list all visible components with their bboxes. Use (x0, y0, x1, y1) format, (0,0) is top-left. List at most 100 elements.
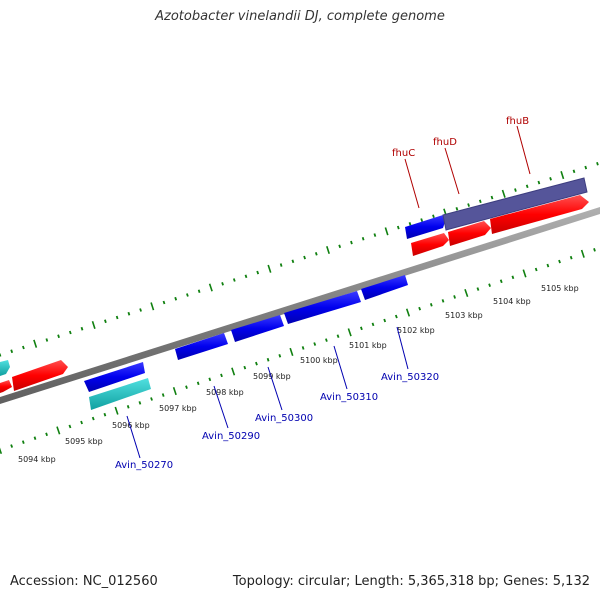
map-title: Azotobacter vinelandii DJ, complete geno… (155, 9, 445, 24)
minor-tick (186, 293, 189, 297)
minor-tick (68, 330, 72, 335)
minor-tick (593, 248, 596, 252)
gene-reverse-avin50310 (284, 291, 361, 324)
minor-tick (103, 412, 107, 417)
minor-tick (478, 199, 482, 204)
minor-tick (537, 180, 541, 185)
minor-tick (303, 255, 306, 260)
minor-tick (313, 342, 317, 346)
kbp-label: 5101 kbp (349, 341, 387, 350)
major-tick (231, 367, 236, 376)
minor-tick (104, 319, 107, 324)
kbp-label: 5095 kbp (65, 437, 103, 446)
gene-label-fhuB: fhuB (506, 116, 529, 127)
minor-tick (360, 326, 363, 331)
major-tick (326, 245, 330, 255)
major-tick (114, 406, 119, 415)
gene-forward-left-2 (12, 360, 68, 391)
gene-reverse-1 (84, 362, 145, 392)
minor-tick (549, 177, 552, 181)
minor-tick (196, 381, 200, 386)
minor-tick (221, 282, 224, 286)
gene-label-fhuC: fhuC (392, 148, 415, 159)
minor-tick (441, 299, 445, 303)
minor-tick (396, 225, 400, 230)
minor-tick (301, 346, 305, 350)
minor-tick (514, 188, 517, 192)
minor-tick (161, 393, 165, 397)
minor-tick (534, 267, 538, 272)
minor-tick (80, 420, 83, 425)
major-tick (267, 264, 272, 273)
major-tick (56, 426, 61, 435)
gene-forward-1 (411, 233, 449, 256)
minor-tick (572, 169, 576, 174)
minor-tick (596, 162, 599, 166)
kbp-label: 5104 kbp (493, 297, 531, 306)
minor-tick (0, 353, 2, 357)
minor-tick (338, 244, 342, 249)
minor-tick (220, 373, 223, 378)
gene-reverse-avin50320 (361, 275, 408, 300)
minor-tick (361, 237, 365, 241)
major-tick (522, 269, 527, 278)
major-tick (289, 347, 294, 356)
minor-tick (291, 259, 295, 264)
minor-tick (57, 334, 60, 339)
gene-forward-top-left (0, 360, 10, 376)
major-tick (501, 189, 506, 198)
minor-tick (208, 377, 212, 382)
topology-text: Topology: circular; Length: 5,365,318 bp… (232, 574, 590, 589)
minor-tick (232, 278, 236, 282)
major-tick (172, 387, 177, 396)
minor-tick (453, 295, 456, 299)
minor-tick (162, 300, 166, 305)
minor-tick (266, 357, 270, 362)
minor-tick (383, 318, 387, 323)
major-tick (33, 339, 38, 348)
minor-tick (429, 303, 433, 307)
minor-tick (467, 203, 470, 207)
gene-rna-avin50270 (89, 378, 151, 410)
kbp-label: 5100 kbp (300, 356, 338, 365)
outer-tick-ring (0, 162, 599, 357)
inner-tick-ring (0, 248, 596, 455)
minor-tick (255, 361, 258, 366)
minor-tick (127, 311, 131, 316)
minor-tick (314, 252, 318, 256)
major-tick (347, 328, 352, 337)
minor-tick (10, 349, 14, 354)
minor-tick (10, 444, 14, 448)
minor-tick (243, 365, 247, 370)
accession-text: Accession: NC_012560 (10, 574, 158, 589)
minor-tick (488, 283, 491, 287)
major-tick (0, 447, 3, 455)
major-tick (384, 227, 389, 236)
genome-backbone (0, 207, 600, 404)
minor-tick (256, 270, 260, 275)
gene-forward-left-1 (0, 380, 12, 393)
major-tick (580, 249, 585, 258)
operon-fhuB-box (442, 177, 588, 231)
minor-tick (325, 338, 328, 342)
minor-tick (126, 405, 130, 409)
major-tick (150, 302, 155, 311)
kbp-label: 5102 kbp (397, 326, 435, 335)
minor-tick (558, 259, 561, 264)
gene-label-avin50290: Avin_50290 (202, 431, 260, 442)
minor-tick (150, 397, 153, 401)
gene-reverse-2 (231, 315, 284, 342)
minor-tick (371, 322, 375, 327)
minor-tick (394, 314, 398, 319)
minor-tick (476, 287, 480, 291)
label-leaders (126, 125, 531, 459)
kbp-label: 5103 kbp (445, 311, 483, 320)
minor-tick (138, 401, 142, 405)
minor-tick (45, 338, 49, 342)
kbp-label: 5096 kbp (112, 421, 150, 430)
minor-tick (569, 255, 573, 260)
gene-label-avin50320: Avin_50320 (381, 372, 439, 383)
minor-tick (115, 315, 119, 320)
kbp-label: 5094 kbp (18, 455, 56, 464)
kbp-label: 5097 kbp (159, 404, 197, 413)
